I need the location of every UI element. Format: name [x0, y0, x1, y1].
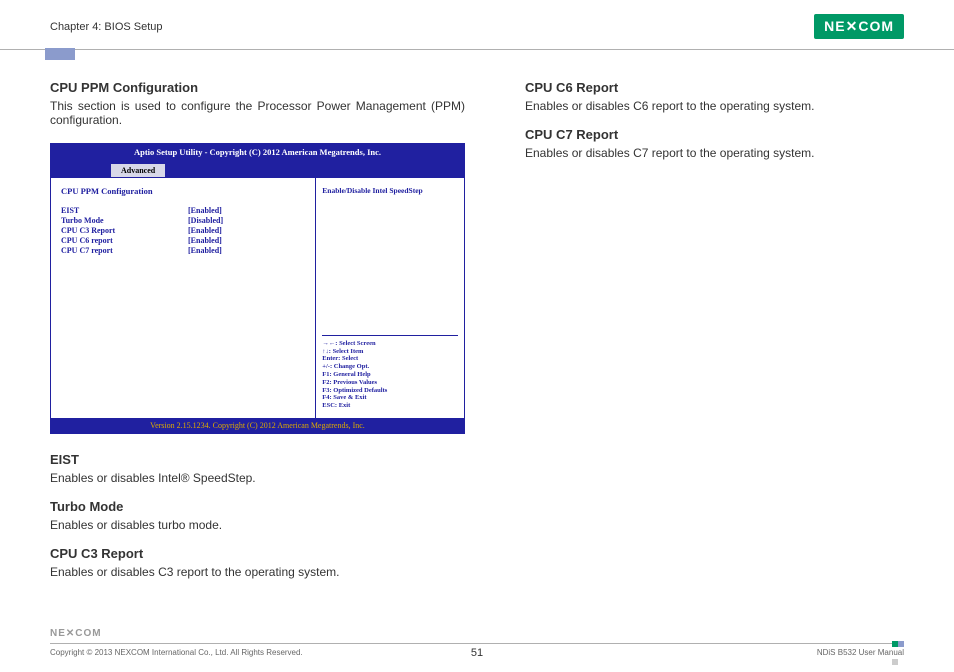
bios-value: [Enabled]: [188, 226, 222, 235]
section-title: CPU PPM Configuration: [50, 80, 465, 95]
intro-text: This section is used to configure the Pr…: [50, 99, 465, 127]
bios-help-text: Enable/Disable Intel SpeedStep: [322, 186, 458, 195]
bios-tab-advanced: Advanced: [111, 164, 165, 177]
bios-label: CPU C7 report: [61, 246, 188, 255]
bios-help-panel: Enable/Disable Intel SpeedStep →←: Selec…: [316, 178, 464, 418]
footer-copyright: Copyright © 2013 NEXCOM International Co…: [50, 648, 303, 657]
bios-screenshot: Aptio Setup Utility - Copyright (C) 2012…: [50, 143, 465, 434]
bios-key-line: F1: General Help: [322, 371, 458, 379]
bios-row: CPU C6 report[Enabled]: [61, 236, 305, 245]
bios-key-line: ESC: Exit: [322, 402, 458, 410]
item-heading: Turbo Mode: [50, 499, 465, 514]
bios-keys: →←: Select Screen↑↓: Select ItemEnter: S…: [322, 335, 458, 410]
bios-row: Turbo Mode[Disabled]: [61, 216, 305, 225]
bios-value: [Disabled]: [188, 216, 223, 225]
page-header: Chapter 4: BIOS Setup NE✕COM: [0, 0, 954, 50]
item-desc: Enables or disables C7 report to the ope…: [525, 146, 904, 160]
right-column: CPU C6 Report Enables or disables C6 repo…: [525, 80, 904, 593]
color-bar: [45, 48, 75, 60]
content: CPU PPM Configuration This section is us…: [0, 50, 954, 593]
item-desc: Enables or disables C3 report to the ope…: [50, 565, 465, 579]
bios-key-line: Enter: Select: [322, 355, 458, 363]
bios-tabs: Advanced: [51, 160, 464, 178]
bios-body: CPU PPM Configuration EIST[Enabled]Turbo…: [51, 178, 464, 418]
bios-key-line: F4: Save & Exit: [322, 394, 458, 402]
manual-name: NDiS B532 User Manual: [817, 648, 904, 657]
bios-footer: Version 2.15.1234. Copyright (C) 2012 Am…: [51, 418, 464, 433]
bios-header: Aptio Setup Utility - Copyright (C) 2012…: [51, 144, 464, 160]
bios-key-line: →←: Select Screen: [322, 340, 458, 348]
logo-top: NE✕COM: [814, 14, 904, 39]
bios-key-line: ↑↓: Select Item: [322, 348, 458, 356]
item-heading: EIST: [50, 452, 465, 467]
bios-row: CPU C7 report[Enabled]: [61, 246, 305, 255]
bios-row: EIST[Enabled]: [61, 206, 305, 215]
bios-key-line: F2: Previous Values: [322, 379, 458, 387]
bios-value: [Enabled]: [188, 206, 222, 215]
bios-label: CPU C3 Report: [61, 226, 188, 235]
bios-label: EIST: [61, 206, 188, 215]
footer-dots: [892, 634, 904, 670]
bios-label: CPU C6 report: [61, 236, 188, 245]
bios-settings: CPU PPM Configuration EIST[Enabled]Turbo…: [51, 178, 316, 418]
item-desc: Enables or disables turbo mode.: [50, 518, 465, 532]
page-number: 51: [471, 647, 483, 659]
chapter-title: Chapter 4: BIOS Setup: [50, 21, 163, 33]
item-heading: CPU C6 Report: [525, 80, 904, 95]
bios-section-title: CPU PPM Configuration: [61, 186, 305, 196]
bios-key-line: F3: Optimized Defaults: [322, 387, 458, 395]
item-desc: Enables or disables C6 report to the ope…: [525, 99, 904, 113]
item-desc: Enables or disables Intel® SpeedStep.: [50, 471, 465, 485]
page-footer: NE✕COM Copyright © 2013 NEXCOM Internati…: [50, 643, 904, 657]
bios-value: [Enabled]: [188, 236, 222, 245]
bios-value: [Enabled]: [188, 246, 222, 255]
bios-row: CPU C3 Report[Enabled]: [61, 226, 305, 235]
bios-key-line: +/-: Change Opt.: [322, 363, 458, 371]
left-column: CPU PPM Configuration This section is us…: [50, 80, 465, 593]
footer-logo: NE✕COM: [50, 628, 102, 639]
item-heading: CPU C3 Report: [50, 546, 465, 561]
item-heading: CPU C7 Report: [525, 127, 904, 142]
bios-label: Turbo Mode: [61, 216, 188, 225]
